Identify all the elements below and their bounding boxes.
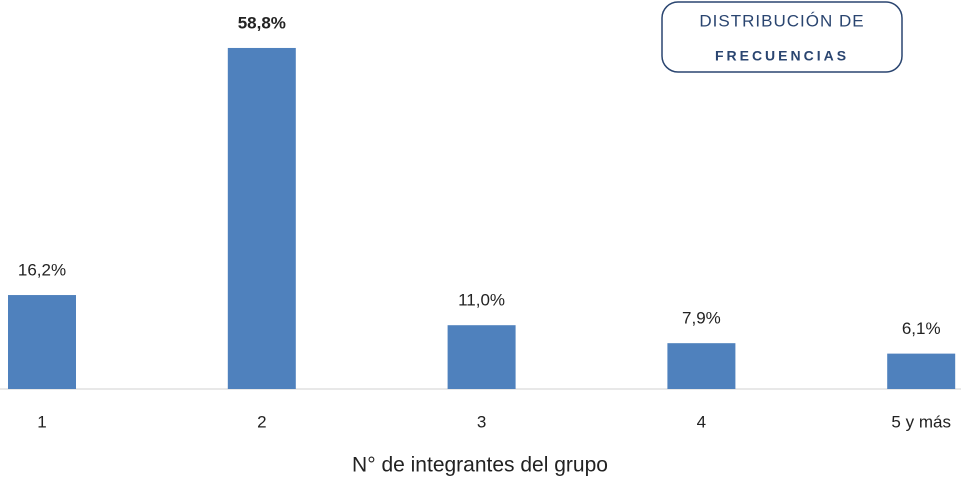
value-label: 7,9% [682, 309, 721, 328]
value-label: 6,1% [902, 319, 941, 338]
x-tick-label: 1 [37, 412, 46, 431]
value-label: 16,2% [18, 261, 66, 280]
value-label: 58,8% [238, 13, 286, 32]
bar [447, 325, 516, 389]
x-axis-title: N° de integrantes del grupo [352, 454, 608, 477]
bar [227, 47, 296, 390]
x-tick-label: 5 y más [891, 412, 951, 431]
x-tick-label: 2 [257, 412, 266, 431]
x-tick-label: 4 [697, 412, 706, 431]
value-label: 11,0% [458, 291, 505, 310]
bar [887, 353, 956, 389]
badge [661, 1, 903, 73]
bar [8, 295, 76, 389]
badge-subtitle: FRECUENCIAS [715, 48, 849, 64]
x-tick-label: 3 [477, 412, 486, 431]
bar [667, 343, 736, 389]
badge-title: DISTRIBUCIÓN DE [699, 11, 864, 30]
